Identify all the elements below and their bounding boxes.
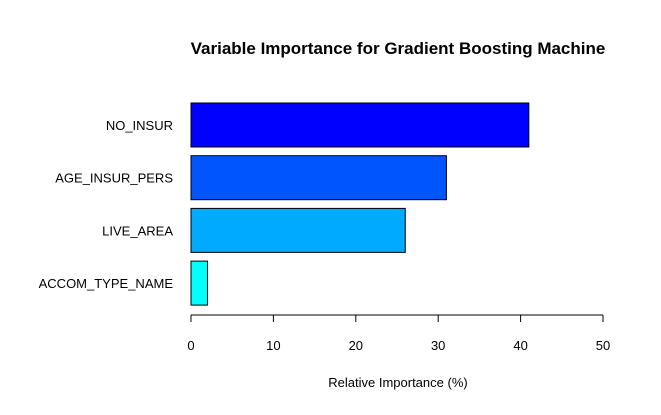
x-tick-label-0: 0: [187, 338, 194, 353]
bar-no-insur: [190, 102, 530, 148]
category-label-no-insur: NO_INSUR: [106, 118, 173, 133]
x-tick-label-10: 10: [266, 338, 280, 353]
category-label-accom-type-name: ACCOM_TYPE_NAME: [39, 276, 174, 291]
bar-live-area: [190, 207, 406, 253]
x-tick-label-50: 50: [596, 338, 610, 353]
x-tick-label-30: 30: [431, 338, 445, 353]
x-tick-label-40: 40: [513, 338, 527, 353]
bars-group: [190, 102, 530, 306]
x-axis: 0 10 20 30 40 50: [187, 314, 610, 353]
category-labels-group: NO_INSUR AGE_INSUR_PERS LIVE_AREA ACCOM_TYP…: [39, 118, 174, 291]
bar-age-insur-pers: [190, 155, 447, 201]
x-axis-title: Relative Importance (%): [328, 375, 467, 390]
category-label-live-area: LIVE_AREA: [102, 223, 173, 238]
bar-accom-type-name: [190, 260, 208, 306]
chart-title: Variable Importance for Gradient Boostin…: [191, 39, 606, 58]
x-tick-label-20: 20: [349, 338, 363, 353]
category-label-age-insur-pers: AGE_INSUR_PERS: [55, 171, 173, 186]
